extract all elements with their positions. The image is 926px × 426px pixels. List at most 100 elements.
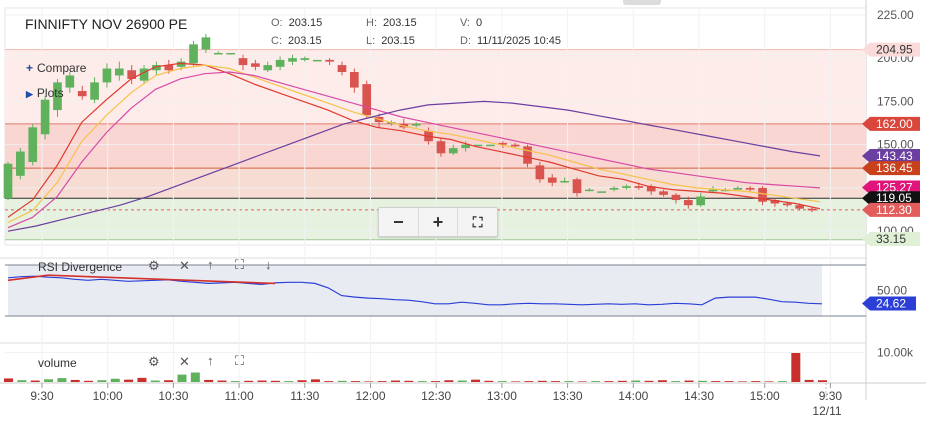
candle-body — [127, 70, 137, 79]
price-badge-bg — [862, 232, 920, 246]
volume-bar — [390, 380, 400, 382]
volume-bar — [364, 381, 374, 382]
time-tick-label: 9:30 — [819, 389, 843, 403]
volume-bar — [444, 380, 454, 382]
candle-body — [312, 59, 322, 62]
volume-bar — [84, 380, 94, 382]
candle-body — [263, 65, 273, 71]
arrow-up-icon[interactable]: ↑ — [207, 257, 214, 272]
volume-bar — [350, 381, 360, 382]
volume-bar — [217, 380, 227, 382]
price-badge-bg — [862, 191, 920, 206]
price-badge-bg — [862, 161, 920, 176]
candle-body — [807, 208, 817, 211]
volume-bar — [657, 380, 667, 382]
volume-bar — [137, 377, 147, 382]
volume-bar — [764, 381, 774, 382]
price-badge: 33.15 — [862, 232, 920, 246]
price-badge: 136.45 — [862, 161, 920, 176]
drag-handle[interactable] — [623, 0, 661, 5]
price-badge-label: 33.15 — [876, 232, 906, 246]
volume-bar — [497, 381, 507, 382]
volume-bar — [791, 352, 801, 382]
volume-bar — [564, 381, 574, 382]
volume-bar — [270, 380, 280, 382]
candle-body — [350, 72, 359, 88]
candle-body — [745, 187, 755, 190]
rsi-badge-label: 24.62 — [876, 296, 906, 310]
compare-label: Compare — [37, 61, 87, 75]
candle-body — [300, 58, 310, 60]
ohlc-high: H: 203.15 — [366, 17, 417, 29]
candle-body — [3, 163, 13, 199]
support-resistance-zone — [5, 49, 866, 124]
price-tick-label: 150.00 — [877, 138, 914, 152]
volume-bar — [671, 381, 681, 382]
candle-body — [547, 177, 557, 183]
candle-body — [114, 68, 124, 76]
volume-bar — [310, 379, 320, 382]
arrow-down-icon[interactable]: ↓ — [265, 257, 272, 272]
zoom-fit-button[interactable]: ⛶ — [472, 213, 483, 230]
plots-menu[interactable]: ▶ Plots — [26, 86, 64, 100]
volume-bar — [44, 379, 54, 382]
symbol-title: FINNIFTY NOV 26900 PE — [25, 16, 188, 32]
gear-icon[interactable]: ⚙ — [148, 354, 160, 369]
maximize-icon[interactable]: ⛶ — [235, 353, 245, 368]
price-badge: 204.95 — [862, 42, 920, 57]
arrow-up-icon[interactable]: ↑ — [207, 353, 214, 368]
candle-body — [659, 191, 668, 195]
price-tick-label: 175.00 — [877, 94, 914, 108]
volume-bar — [284, 381, 294, 382]
support-resistance-zone — [5, 168, 866, 199]
zoom-out-button[interactable]: − — [379, 208, 419, 236]
candle-body — [226, 52, 235, 55]
close-icon[interactable]: ✕ — [179, 354, 190, 369]
candle-body — [251, 63, 260, 67]
volume-bar — [511, 381, 521, 382]
compare-menu[interactable]: + Compare — [26, 61, 86, 75]
volume-bar — [524, 381, 534, 382]
price-badge: 112.30 — [862, 202, 920, 217]
volume-bar — [17, 380, 27, 382]
candle-body — [164, 65, 174, 71]
volume-bar — [324, 381, 334, 382]
candle-body — [28, 127, 38, 162]
candle-body — [733, 187, 743, 190]
price-badge-label: 112.30 — [876, 203, 912, 217]
moving-average-line — [7, 100, 821, 232]
candle-body — [510, 144, 520, 147]
price-badge-label: 136.45 — [876, 161, 913, 175]
volume-bar — [417, 381, 427, 382]
candle-body — [671, 194, 681, 201]
candle-body — [16, 151, 25, 176]
candle-body — [362, 84, 372, 116]
gear-icon[interactable]: ⚙ — [148, 258, 160, 273]
candle-body — [782, 203, 792, 206]
ohlc-close: C: 203.15 — [271, 35, 322, 47]
volume-bar — [57, 378, 67, 382]
close-icon[interactable]: ✕ — [179, 258, 190, 273]
volume-bar — [230, 381, 240, 382]
candle-body — [683, 200, 693, 206]
close-label: C: — [271, 35, 282, 47]
price-badge-bg — [862, 116, 920, 131]
volume-bar — [537, 380, 547, 382]
candle-body — [498, 142, 508, 145]
time-tick-label: 12:30 — [421, 389, 451, 403]
time-tick-label: 14:00 — [618, 389, 648, 403]
volume-label-h: V: — [460, 17, 470, 29]
volume-bar — [631, 380, 641, 382]
open-label: O: — [271, 17, 283, 29]
price-badge-bg — [862, 149, 920, 164]
candle-body — [585, 189, 594, 192]
volume-bar — [711, 381, 721, 382]
price-badge: 125.27 — [862, 180, 920, 195]
volume-bar — [110, 378, 120, 382]
candle-body — [572, 179, 582, 194]
ohlc-volume: V: 0 — [460, 17, 482, 29]
zoom-in-button[interactable]: + — [419, 208, 459, 236]
maximize-icon[interactable]: ⛶ — [235, 257, 245, 272]
